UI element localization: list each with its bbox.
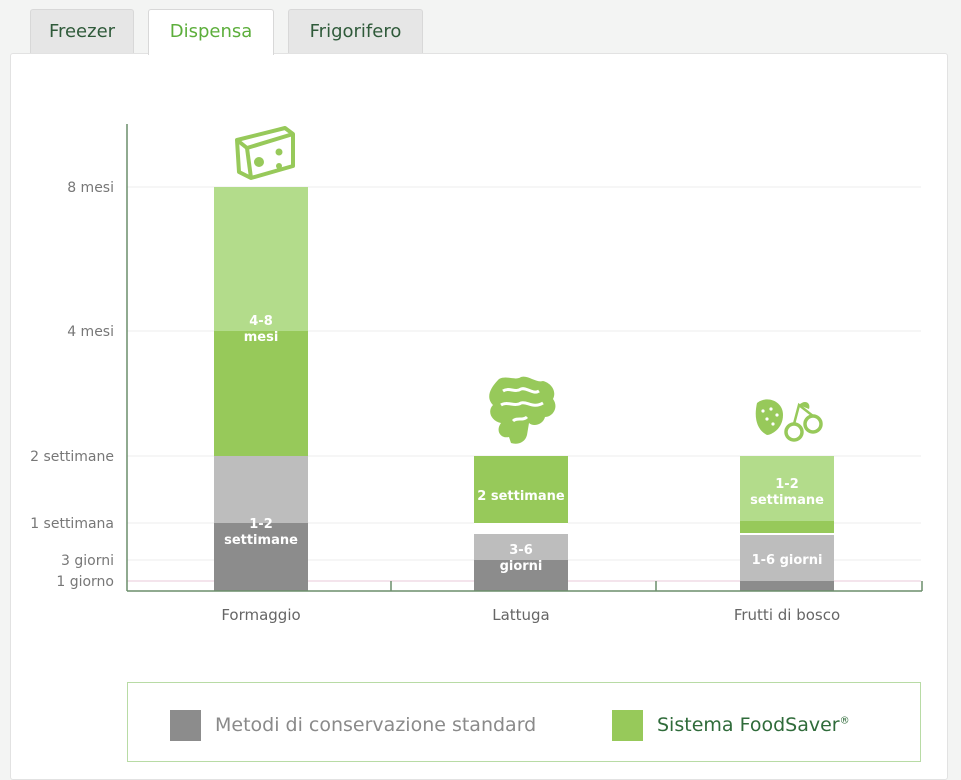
legend-item-standard: Metodi di conservazione standard [170,709,536,741]
cheese-icon [235,126,295,180]
bar-lattuga-gap [474,523,568,534]
y-tick-label: 4 mesi [67,324,114,340]
bar-frutti-standard-base [740,581,834,591]
bar-value-label: 1-2 settimane [224,517,298,548]
bar-value-label: 3-6 giorni [500,543,543,574]
bar-labels: 1-2 settimane 3-6 giorni 1-6 giorni 4-8 mesi 2 … [224,314,824,574]
x-tick-label-formaggio: Formaggio [221,606,300,624]
y-tick-labels: 1 giorno 3 giorni 1 settimana 2 settimane 4 … [30,180,114,590]
bars [214,187,834,591]
y-tick-label: 2 settimane [30,449,114,465]
axes [126,124,923,592]
y-tick-label: 3 giorni [61,553,114,569]
bar-value-label: 4-8 mesi [244,314,279,345]
tab-dispensa[interactable]: Dispensa [148,9,274,55]
berries-icon [755,399,823,442]
legend-label-standard: Metodi di conservazione standard [215,714,537,736]
legend-item-foodsaver: Sistema FoodSaver® [612,709,850,741]
legend-swatch-standard [170,709,201,741]
bar-formaggio-standard [214,456,308,523]
chart-legend: Metodi di conservazione standard Sistema… [127,682,921,762]
tab-frigorifero[interactable]: Frigorifero [288,9,423,53]
shelf-life-chart: 1-2 settimane 3-6 giorni 1-6 giorni 4-8 mesi 2 … [30,124,923,624]
bar-value-label: 1-6 giorni [752,553,823,568]
bar-formaggio-foodsaver [214,187,308,331]
bar-value-label: 1-2 settimane [750,477,824,508]
bar-lattuga-standard-range [474,534,568,560]
bar-formaggio-foodsaver [214,331,308,456]
x-tick-labels: Formaggio Lattuga Frutti di bosco [221,606,840,624]
x-tick-label-lattuga: Lattuga [492,606,550,624]
bar-frutti-di-bosco-foodsaver [740,456,834,523]
bar-frutti-standard-range [740,535,834,581]
legend-label-foodsaver: Sistema FoodSaver® [657,714,850,736]
registered-mark: ® [839,715,850,727]
y-tick-label: 1 settimana [30,516,114,532]
y-tick-label: 8 mesi [67,180,114,196]
bar-value-label: 2 settimane [477,489,565,504]
bar-formaggio-standard-base [214,523,308,591]
lettuce-icon [489,376,556,444]
bar-frutti-foodsaver-base [740,521,834,533]
y-tick-label: 1 giorno [56,574,114,590]
tab-freezer[interactable]: Freezer [30,9,134,53]
legend-swatch-foodsaver [612,709,643,741]
bar-lattuga-foodsaver [474,456,568,523]
bar-lattuga-standard-base [474,560,568,591]
chart-panel: 1-2 settimane 3-6 giorni 1-6 giorni 4-8 mesi 2 … [10,53,948,780]
x-tick-label-frutti-di-bosco: Frutti di bosco [734,606,840,624]
